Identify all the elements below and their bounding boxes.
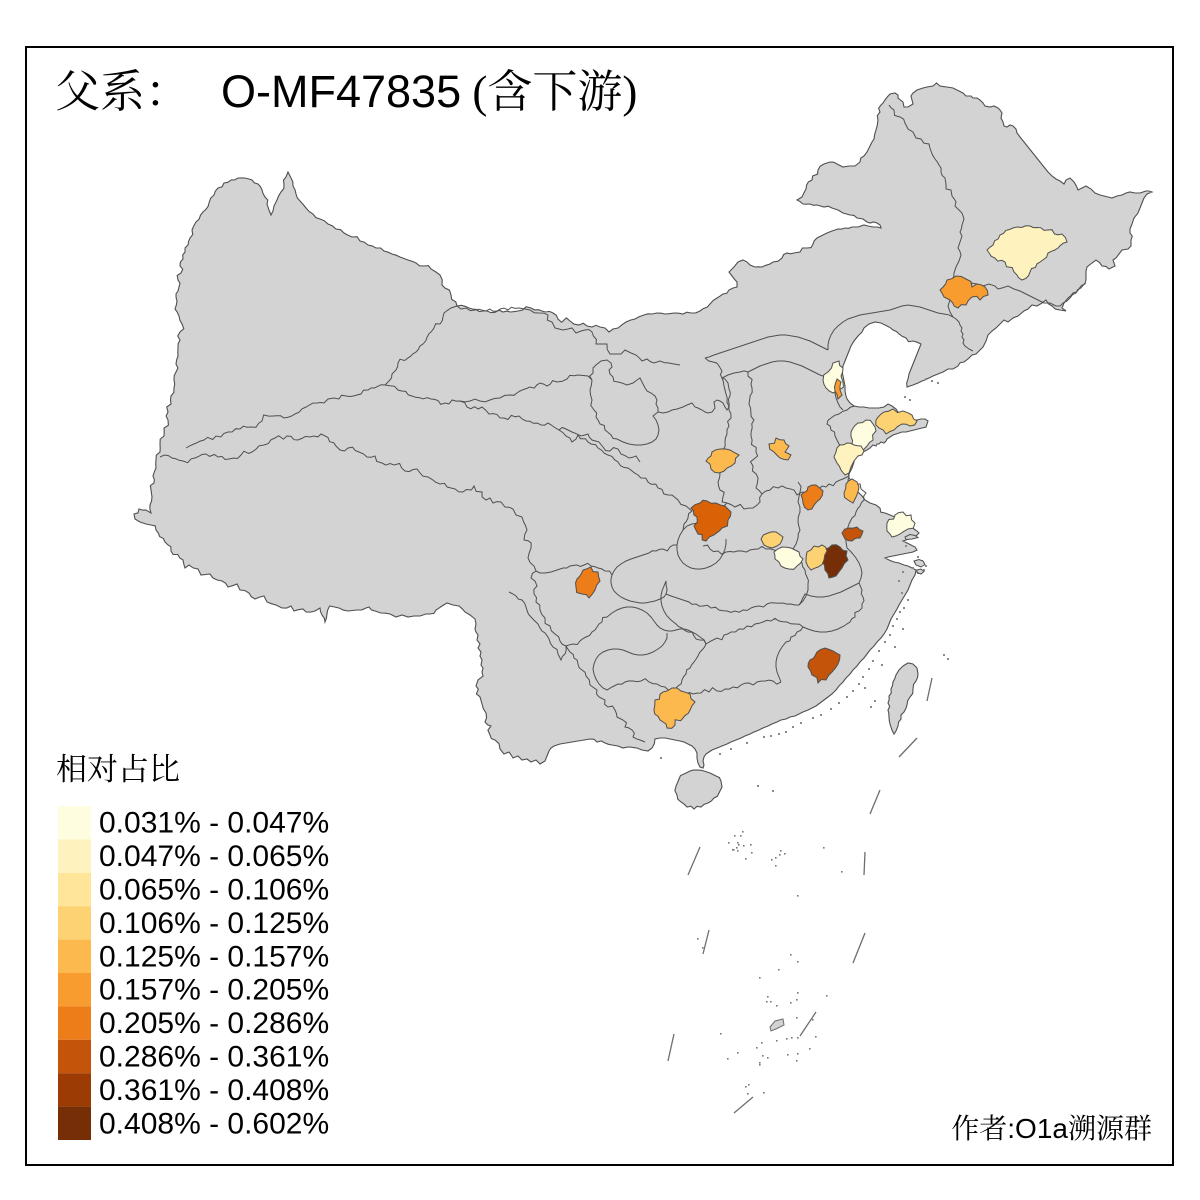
svg-text:0.065% - 0.106%: 0.065% - 0.106%	[99, 874, 329, 907]
svg-text:0.361% - 0.408%: 0.361% - 0.408%	[99, 1074, 329, 1107]
svg-text:0.125% - 0.157%: 0.125% - 0.157%	[99, 940, 329, 973]
svg-text:0.408% - 0.602%: 0.408% - 0.602%	[99, 1107, 329, 1140]
svg-text:0.205% - 0.286%: 0.205% - 0.286%	[99, 1007, 329, 1040]
svg-text:0.047% - 0.065%: 0.047% - 0.065%	[99, 840, 329, 873]
svg-text:0.031% - 0.047%: 0.031% - 0.047%	[99, 807, 329, 840]
svg-text:0.286% - 0.361%: 0.286% - 0.361%	[99, 1041, 329, 1074]
svg-text:0.106% - 0.125%: 0.106% - 0.125%	[99, 907, 329, 940]
svg-text:0.157% - 0.205%: 0.157% - 0.205%	[99, 974, 329, 1007]
